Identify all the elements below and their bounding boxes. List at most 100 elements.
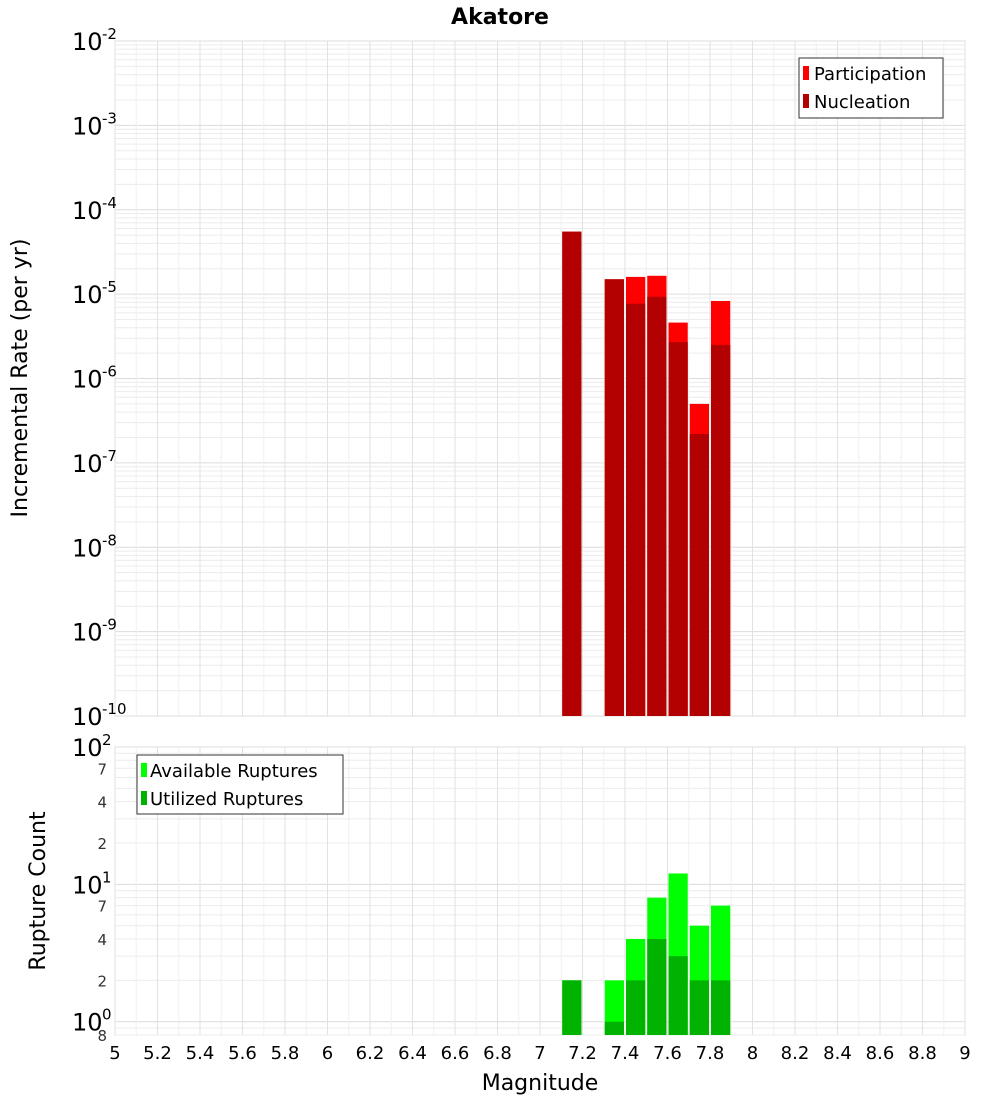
legend-label-participation: Participation xyxy=(814,64,926,85)
bar-utilized-ruptures-7-75 xyxy=(689,980,709,1035)
y-tick-exponent: -10 xyxy=(102,700,127,718)
y-tick-exponent: -8 xyxy=(102,531,117,549)
y-minor-tick-label: 4 xyxy=(97,794,107,812)
y-tick-base: 10 xyxy=(72,703,103,731)
bottom-legend: Available Ruptures Utilized Ruptures xyxy=(136,754,344,815)
x-tick-label: 5.8 xyxy=(271,1043,300,1064)
y-minor-tick-label: 2 xyxy=(97,972,107,990)
bar-utilized-ruptures-7-65 xyxy=(668,956,688,1035)
y-tick-label: 10 0 xyxy=(72,1006,112,1037)
x-tick-label: 8.8 xyxy=(908,1043,937,1064)
y-minor-tick-label: 8 xyxy=(97,1027,107,1045)
y-tick-base: 10 xyxy=(72,281,103,309)
bar-nucleation-7-75 xyxy=(689,433,709,716)
bar-nucleation-7-45 xyxy=(626,303,646,716)
legend-label-available-ruptures: Available Ruptures xyxy=(150,761,318,782)
x-tick-label: 6.6 xyxy=(441,1043,470,1064)
y-tick-exponent: 2 xyxy=(102,731,112,749)
bar-utilized-ruptures-7-55 xyxy=(647,939,667,1035)
legend-label-nucleation: Nucleation xyxy=(814,92,910,113)
legend-swatch-participation xyxy=(803,66,809,80)
x-tick-label: 6.4 xyxy=(398,1043,427,1064)
y-tick-exponent: -9 xyxy=(102,616,117,634)
x-tick-label: 6.8 xyxy=(483,1043,512,1064)
bar-utilized-ruptures-7-35 xyxy=(604,1021,624,1035)
bar-nucleation-7-35 xyxy=(604,279,624,716)
x-tick-label: 8.4 xyxy=(823,1043,852,1064)
legend-swatch-nucleation xyxy=(803,94,809,108)
y-tick-label: 10 -3 xyxy=(72,109,117,140)
y-tick-label: 10 -8 xyxy=(72,531,117,562)
x-tick-label: 9 xyxy=(959,1043,970,1064)
y-tick-base: 10 xyxy=(72,450,103,478)
top-grid xyxy=(114,40,966,717)
bar-utilized-ruptures-7-15 xyxy=(562,980,582,1035)
top-y-axis-label: Incremental Rate (per yr) xyxy=(8,239,33,518)
y-tick-base: 10 xyxy=(72,734,103,762)
x-tick-label: 7.2 xyxy=(568,1043,597,1064)
bar-available-ruptures-7-35 xyxy=(604,980,624,1035)
legend-label-utilized-ruptures: Utilized Ruptures xyxy=(150,789,303,810)
bar-nucleation-7-65 xyxy=(668,342,688,716)
x-tick-label: 7.8 xyxy=(696,1043,725,1064)
x-tick-label: 7.4 xyxy=(611,1043,640,1064)
bar-utilized-ruptures-7-85 xyxy=(711,980,731,1035)
top-y-tick-labels: 10-210-310-410-510-610-710-810-910-10 xyxy=(72,25,127,731)
y-tick-exponent: 0 xyxy=(102,1006,112,1024)
y-tick-base: 10 xyxy=(72,366,103,394)
x-tick-label: 6.2 xyxy=(356,1043,385,1064)
top-legend: Participation Nucleation xyxy=(798,57,944,119)
chart-title: Akatore xyxy=(451,5,549,30)
top-legend-box xyxy=(798,57,944,119)
y-tick-exponent: -3 xyxy=(102,109,117,127)
bar-nucleation-7-85 xyxy=(711,344,731,716)
x-tick-labels: 5 5.2 5.4 5.6 5.8 6 6.2 6.4 6.6 6.8 7 7.2 7.4 7.6 7.8 8… xyxy=(109,1043,970,1064)
top-plot-panel: 10-210-310-410-510-610-710-810-910-10 In… xyxy=(8,25,966,731)
y-tick-label: 10 -7 xyxy=(72,447,117,478)
x-tick-label: 5.4 xyxy=(186,1043,215,1064)
y-tick-label: 10 -10 xyxy=(72,700,127,731)
x-tick-label: 5 xyxy=(109,1043,120,1064)
y-tick-exponent: -2 xyxy=(102,25,117,43)
y-tick-base: 10 xyxy=(72,871,103,899)
y-tick-base: 10 xyxy=(72,534,103,562)
y-tick-exponent: -5 xyxy=(102,278,117,296)
x-tick-label: 7 xyxy=(534,1043,545,1064)
y-tick-label: 10 -5 xyxy=(72,278,117,309)
legend-swatch-available-ruptures xyxy=(141,763,147,777)
y-tick-exponent: -7 xyxy=(102,447,117,465)
x-tick-label: 5.6 xyxy=(228,1043,257,1064)
y-tick-base: 10 xyxy=(72,112,103,140)
y-tick-label: 10 -6 xyxy=(72,363,117,394)
y-tick-label: 10 -4 xyxy=(72,194,117,225)
y-tick-exponent: 1 xyxy=(102,868,112,886)
y-minor-tick-label: 7 xyxy=(97,898,107,916)
x-axis-label: Magnitude xyxy=(482,1071,599,1096)
y-tick-label: 10 -9 xyxy=(72,616,117,647)
y-minor-tick-label: 4 xyxy=(97,931,107,949)
x-tick-label: 5.2 xyxy=(143,1043,172,1064)
top-bars xyxy=(562,231,731,716)
x-tick-label: 7.6 xyxy=(653,1043,682,1064)
bar-nucleation-7-55 xyxy=(647,296,667,716)
y-tick-base: 10 xyxy=(72,197,103,225)
y-tick-base: 10 xyxy=(72,1009,103,1037)
y-tick-exponent: -4 xyxy=(102,194,117,212)
y-tick-base: 10 xyxy=(72,619,103,647)
bottom-legend-box xyxy=(136,754,344,815)
bar-nucleation-7-15 xyxy=(562,231,582,716)
y-minor-tick-label: 7 xyxy=(97,760,107,778)
y-minor-tick-label: 2 xyxy=(97,835,107,853)
y-tick-base: 10 xyxy=(72,28,103,56)
x-tick-label: 6 xyxy=(322,1043,333,1064)
x-tick-label: 8.6 xyxy=(866,1043,895,1064)
bottom-bars xyxy=(562,873,731,1035)
y-tick-label: 10 1 xyxy=(72,868,112,899)
bottom-y-axis-label: Rupture Count xyxy=(26,811,51,971)
y-tick-exponent: -6 xyxy=(102,363,117,381)
legend-swatch-utilized-ruptures xyxy=(141,791,147,805)
bar-utilized-ruptures-7-45 xyxy=(626,980,646,1035)
